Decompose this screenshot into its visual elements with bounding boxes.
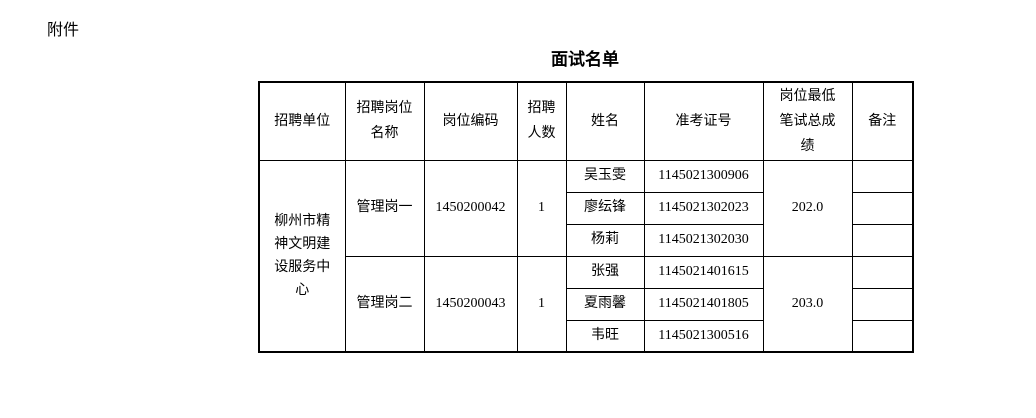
remark-cell [851, 255, 914, 289]
table-row: 韦旺 1145021300516 [259, 319, 914, 353]
candidate-name-cell: 夏雨馨 [565, 287, 645, 321]
header-remark: 备注 [851, 81, 914, 161]
recruit-count-cell: 1 [516, 159, 567, 257]
header-ticket-no: 准考证号 [643, 81, 764, 161]
table-title: 面试名单 [551, 50, 619, 69]
table-row: 管理岗二 1450200043 1 张强 1145021401615 203.0 [259, 255, 914, 353]
table-row: 廖纭锋 1145021302023 [259, 191, 914, 225]
remark-cell [851, 191, 914, 225]
header-min-score-label: 岗位最低笔试总成绩 [779, 88, 836, 154]
header-position-code: 岗位编码 [423, 81, 518, 161]
recruit-count-cell: 1 [516, 255, 567, 353]
ticket-no-cell: 1145021302030 [643, 223, 764, 257]
header-recruit-count-label: 招聘人数 [527, 101, 556, 142]
candidate-name-cell: 韦旺 [565, 319, 645, 353]
table-row: 柳州市精神文明建设服务中心 管理岗一 1450200042 1 吴玉雯 1145… [258, 159, 914, 353]
header-ticket-no-label: 准考证号 [675, 113, 732, 129]
attachment-label: 附件 [47, 22, 80, 39]
header-remark-label: 备注 [868, 113, 897, 129]
unit-text: 柳州市精神文明建设服务中心 [274, 213, 331, 298]
candidate-name-cell: 张强 [565, 255, 645, 289]
ticket-no-cell: 1145021300906 [643, 159, 764, 193]
unit-cell: 柳州市精神文明建设服务中心 [258, 159, 346, 353]
interview-list-section: 面试名单 招聘单位 招聘岗位名称 岗位编码 招聘人数 姓名 准考证号 岗位最低笔… [258, 47, 914, 353]
min-score-cell: 203.0 [762, 255, 853, 353]
header-position-name: 招聘岗位名称 [344, 81, 425, 161]
table-row: 杨莉 1145021302030 [259, 223, 914, 257]
remark-cell [851, 319, 914, 353]
header-row: 招聘单位 招聘岗位名称 岗位编码 招聘人数 姓名 准考证号 岗位最低笔试总成绩 … [258, 81, 914, 161]
position-code-cell: 1450200042 [423, 159, 518, 257]
ticket-no-cell: 1145021302023 [643, 191, 764, 225]
position-name-cell: 管理岗二 [344, 255, 425, 353]
header-min-score: 岗位最低笔试总成绩 [762, 81, 853, 161]
ticket-no-cell: 1145021401615 [643, 255, 764, 289]
table-row: 夏雨馨 1145021401805 [259, 287, 914, 321]
header-candidate-name: 姓名 [565, 81, 645, 161]
candidate-name-cell: 吴玉雯 [565, 159, 645, 193]
remark-cell [851, 159, 914, 193]
remark-cell [851, 223, 914, 257]
header-recruiting-unit: 招聘单位 [258, 81, 346, 161]
candidate-name-cell: 杨莉 [565, 223, 645, 257]
header-position-code-label: 岗位编码 [442, 113, 499, 129]
candidate-name-cell: 廖纭锋 [565, 191, 645, 225]
header-candidate-name-label: 姓名 [591, 113, 619, 129]
position-code-cell: 1450200043 [423, 255, 518, 353]
ticket-no-cell: 1145021300516 [643, 319, 764, 353]
header-position-name-label: 招聘岗位名称 [356, 101, 413, 142]
ticket-no-cell: 1145021401805 [643, 287, 764, 321]
position-name-cell: 管理岗一 [344, 159, 425, 257]
interview-roster-table: 招聘单位 招聘岗位名称 岗位编码 招聘人数 姓名 准考证号 岗位最低笔试总成绩 … [258, 81, 914, 353]
remark-cell [851, 287, 914, 321]
header-recruit-count: 招聘人数 [516, 81, 567, 161]
header-recruiting-unit-label: 招聘单位 [274, 113, 331, 129]
min-score-cell: 202.0 [762, 159, 853, 257]
